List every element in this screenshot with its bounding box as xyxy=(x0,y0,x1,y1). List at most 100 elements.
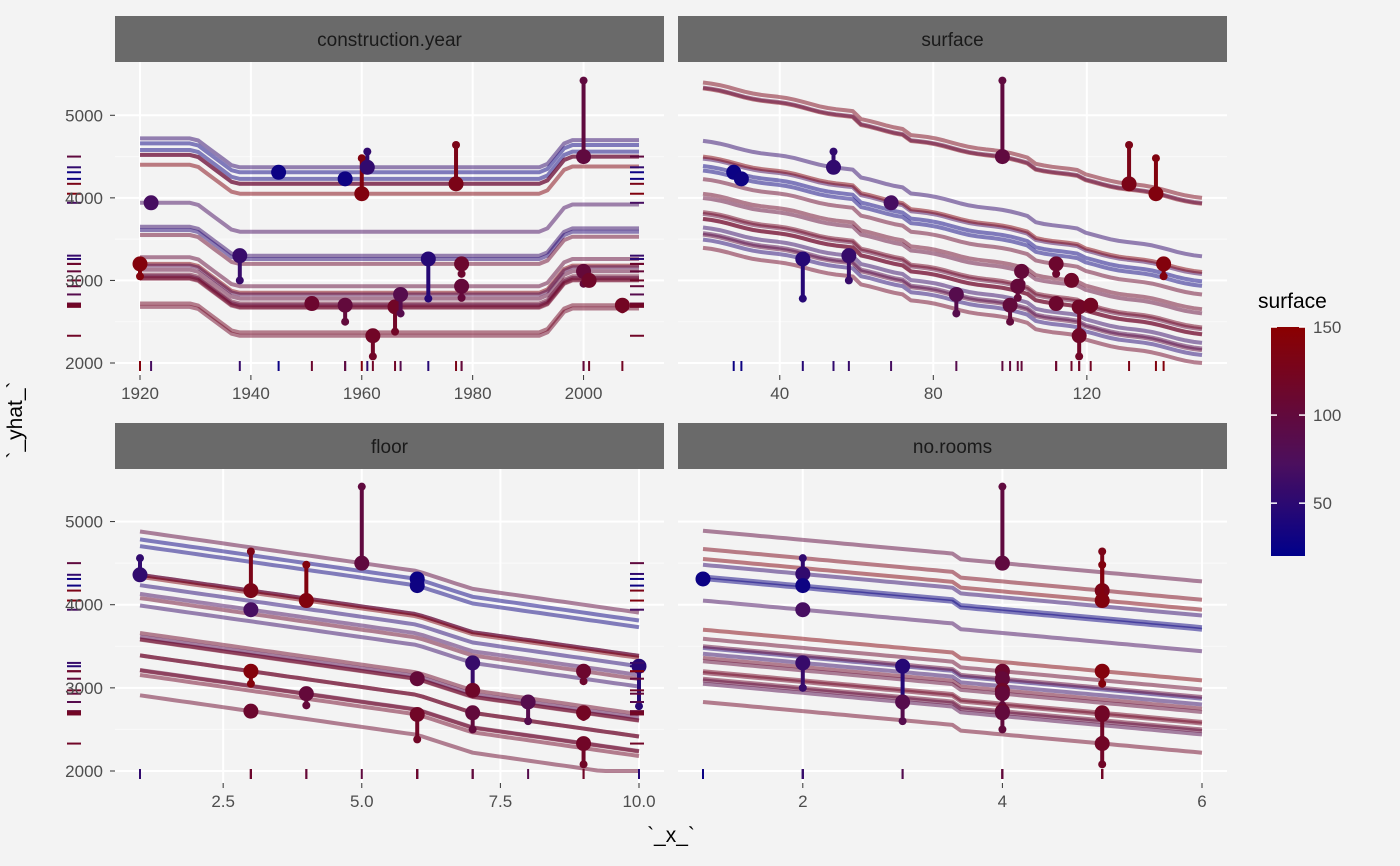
x-tick-label: 7.5 xyxy=(489,792,513,811)
observation-point xyxy=(895,658,911,674)
observation-point xyxy=(581,272,597,288)
observation-point xyxy=(795,602,811,618)
legend: surface 50 100 150 xyxy=(1258,290,1341,556)
actual-point xyxy=(829,147,838,156)
x-tick-label: 10.0 xyxy=(622,792,655,811)
profile-line xyxy=(139,637,640,723)
actual-point xyxy=(898,717,907,726)
observation-point xyxy=(243,663,259,679)
x-tick-label: 80 xyxy=(924,384,943,403)
observation-point xyxy=(1094,663,1110,679)
actual-point xyxy=(798,683,807,692)
profile-line xyxy=(140,263,639,297)
profile-line xyxy=(139,668,640,754)
profile-line xyxy=(702,547,1203,602)
panel-background xyxy=(115,62,664,375)
profile-line xyxy=(702,164,1203,284)
observation-point xyxy=(354,186,370,202)
profile-line xyxy=(139,634,640,720)
actual-point xyxy=(457,269,466,278)
observation-point xyxy=(1148,186,1164,202)
observation-point xyxy=(1071,299,1087,315)
actual-point xyxy=(798,294,807,303)
profile-line xyxy=(139,596,640,682)
observation-point xyxy=(243,583,259,599)
actual-point xyxy=(798,554,807,563)
actual-point xyxy=(579,76,588,85)
actual-point xyxy=(302,560,311,569)
y-tick-label: 5000 xyxy=(65,106,103,125)
actual-point xyxy=(1125,141,1134,150)
profile-line xyxy=(702,678,1203,734)
y-tick-label: 4000 xyxy=(65,596,103,615)
observation-point xyxy=(1094,736,1110,752)
profile-line xyxy=(702,225,1203,345)
x-tick-label: 2 xyxy=(798,792,807,811)
actual-point xyxy=(246,547,255,556)
actual-point xyxy=(368,352,377,361)
observation-point xyxy=(614,297,630,313)
panel-no-rooms: no.rooms 2 4 6 xyxy=(630,423,1227,811)
profile-line xyxy=(702,576,1203,632)
actual-point xyxy=(452,141,461,150)
observation-point xyxy=(271,164,287,180)
actual-point xyxy=(302,701,311,710)
observation-point xyxy=(1094,593,1110,609)
actual-point xyxy=(246,679,255,688)
observation-point xyxy=(365,328,381,344)
observation-point xyxy=(795,566,811,582)
actual-point xyxy=(1159,272,1168,281)
actual-point xyxy=(524,717,533,726)
observation-point xyxy=(243,602,259,618)
panel-floor: floor 2.5 5.0 7.5 10.0 2000 3000 4000 5000 xyxy=(65,423,664,811)
profile-line xyxy=(702,627,1203,683)
strip-header xyxy=(678,423,1227,469)
x-tick-label: 2000 xyxy=(565,384,603,403)
profile-line xyxy=(139,591,640,677)
profile-line xyxy=(140,304,639,338)
panel-construction-year: construction.year 1920 1940 1960 1980 2000 200… xyxy=(65,16,664,403)
observation-point xyxy=(795,251,811,267)
profile-line xyxy=(139,583,640,669)
y-tick-label: 5000 xyxy=(65,513,103,532)
observation-point xyxy=(132,567,148,583)
profile-line xyxy=(140,228,639,261)
observation-point xyxy=(304,296,320,312)
profile-line xyxy=(702,681,1203,737)
profile-line xyxy=(140,301,639,335)
observation-point xyxy=(795,578,811,594)
x-tick-label: 40 xyxy=(770,384,789,403)
observation-point xyxy=(420,251,436,267)
profile-line xyxy=(140,233,639,266)
profile-line xyxy=(139,529,640,615)
observation-point xyxy=(243,703,259,719)
y-axis-title: `_yhat_` xyxy=(4,381,27,458)
profile-line xyxy=(139,537,640,623)
actual-point xyxy=(998,725,1007,734)
x-axis-title: `_x_` xyxy=(647,824,695,847)
profile-line xyxy=(702,191,1203,312)
profile-line xyxy=(140,200,639,234)
x-tick-label: 4 xyxy=(998,792,1007,811)
observation-point xyxy=(695,571,711,587)
actual-point xyxy=(844,276,853,285)
observation-point xyxy=(994,686,1010,702)
actual-point xyxy=(357,154,366,163)
strip-label: construction.year xyxy=(317,30,462,51)
actual-point xyxy=(1098,547,1107,556)
profile-line xyxy=(139,693,639,773)
observation-point xyxy=(1063,272,1079,288)
actual-point xyxy=(579,677,588,686)
profile-line xyxy=(702,196,1203,316)
observation-point xyxy=(465,682,481,698)
actual-point xyxy=(363,147,372,156)
strip-label: floor xyxy=(371,437,409,458)
legend-tick-label: 150 xyxy=(1313,318,1341,337)
observation-point xyxy=(576,149,592,165)
observation-point xyxy=(1121,176,1137,192)
observation-point xyxy=(883,195,899,211)
observation-point xyxy=(337,171,353,187)
profile-line xyxy=(140,148,639,181)
actual-point xyxy=(635,702,643,711)
